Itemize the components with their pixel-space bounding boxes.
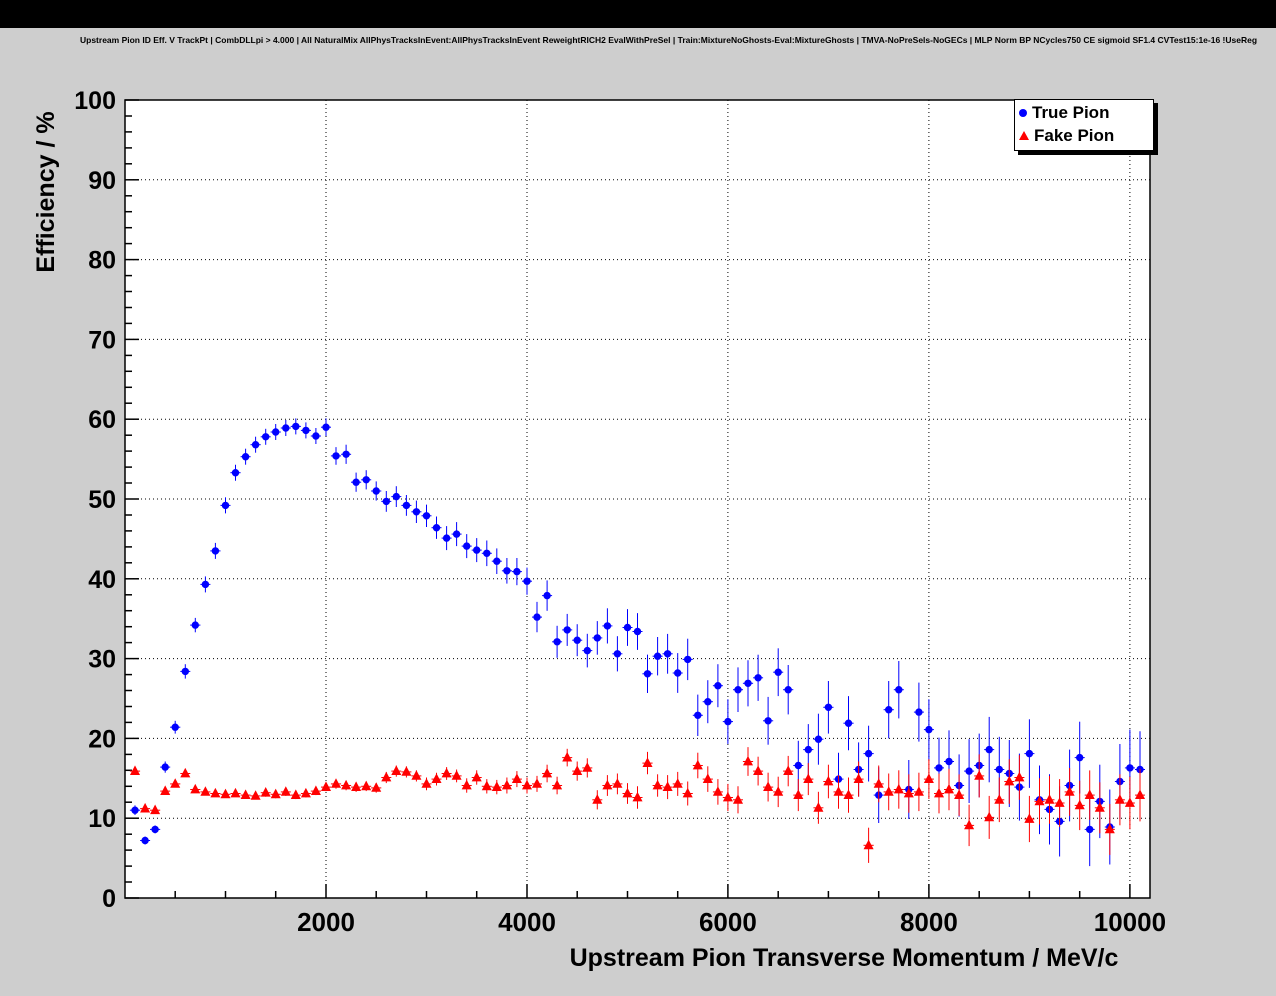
legend-label-fake-pion: Fake Pion xyxy=(1034,125,1115,145)
svg-text:10000: 10000 xyxy=(1094,907,1166,937)
plot-title: Upstream Pion ID Eff. V TrackPt | CombDL… xyxy=(80,35,1258,45)
svg-text:10: 10 xyxy=(88,805,116,833)
window-titlebar xyxy=(0,0,1276,28)
svg-text:8000: 8000 xyxy=(900,907,958,937)
svg-text:90: 90 xyxy=(88,167,116,195)
legend-label-true-pion: True Pion xyxy=(1032,102,1110,122)
fake-pion-marker-icon xyxy=(1019,131,1029,140)
x-axis-title: Upstream Pion Transverse Momentum / MeV/… xyxy=(569,944,1119,972)
svg-text:80: 80 xyxy=(88,247,116,275)
svg-text:40: 40 xyxy=(88,566,116,594)
axis-ticks xyxy=(125,99,1131,899)
true-pion-marker-icon xyxy=(1019,108,1027,117)
x-tick-labels: 2000 4000 6000 8000 10000 xyxy=(297,907,1166,937)
legend: True Pion Fake Pion xyxy=(1014,99,1154,151)
y-axis-title: Efficiency / % xyxy=(32,111,60,273)
svg-text:50: 50 xyxy=(88,486,116,514)
svg-text:70: 70 xyxy=(88,326,116,354)
y-tick-labels: 0 10 20 30 40 50 60 70 80 90 100 xyxy=(74,87,116,913)
legend-entry-fake-pion: Fake Pion xyxy=(1019,124,1153,147)
svg-text:20: 20 xyxy=(88,725,116,753)
svg-text:60: 60 xyxy=(88,406,116,434)
svg-text:0: 0 xyxy=(102,885,116,913)
svg-text:4000: 4000 xyxy=(498,907,556,937)
series-true-pion xyxy=(129,418,1145,867)
svg-text:30: 30 xyxy=(88,646,116,674)
svg-text:2000: 2000 xyxy=(297,907,355,937)
svg-text:6000: 6000 xyxy=(699,907,757,937)
legend-entry-true-pion: True Pion xyxy=(1019,101,1153,124)
series-fake-pion xyxy=(129,747,1146,863)
svg-text:100: 100 xyxy=(74,87,116,115)
